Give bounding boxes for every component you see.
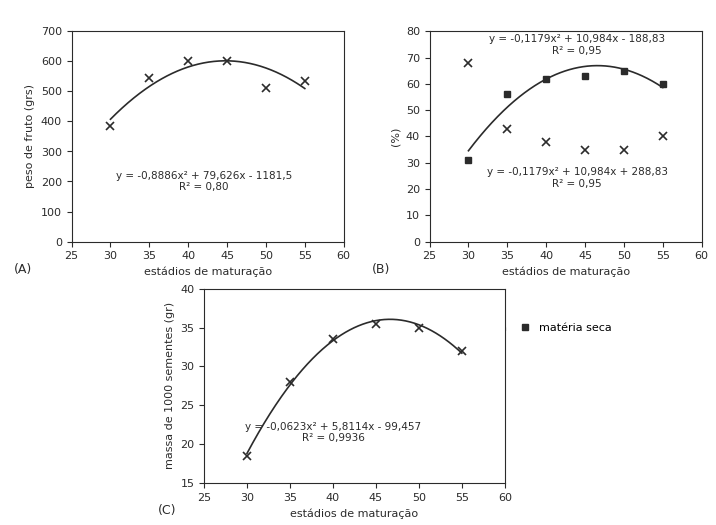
Text: y = -0,1179x² + 10,984x + 288,83
R² = 0,95: y = -0,1179x² + 10,984x + 288,83 R² = 0,… xyxy=(487,167,668,189)
Text: y = -0,0623x² + 5,8114x - 99,457
R² = 0,9936: y = -0,0623x² + 5,8114x - 99,457 R² = 0,… xyxy=(245,422,421,443)
X-axis label: estádios de maturação: estádios de maturação xyxy=(502,267,629,277)
Y-axis label: peso de fruto (grs): peso de fruto (grs) xyxy=(25,85,35,188)
X-axis label: estádios de maturação: estádios de maturação xyxy=(144,267,271,277)
Y-axis label: (%): (%) xyxy=(390,127,400,146)
Text: y = -0,1179x² + 10,984x - 188,83
R² = 0,95: y = -0,1179x² + 10,984x - 188,83 R² = 0,… xyxy=(489,34,665,56)
Text: (B): (B) xyxy=(372,262,391,276)
Text: (A): (A) xyxy=(14,262,32,276)
Y-axis label: massa de 1000 sementes (gr): massa de 1000 sementes (gr) xyxy=(165,302,175,469)
Text: (C): (C) xyxy=(158,504,176,517)
Legend: Teor de água, matéria seca: Teor de água, matéria seca xyxy=(411,322,611,332)
Text: y = -0,8886x² + 79,626x - 1181,5
R² = 0,80: y = -0,8886x² + 79,626x - 1181,5 R² = 0,… xyxy=(115,171,292,192)
X-axis label: estádios de maturação: estádios de maturação xyxy=(291,508,418,519)
